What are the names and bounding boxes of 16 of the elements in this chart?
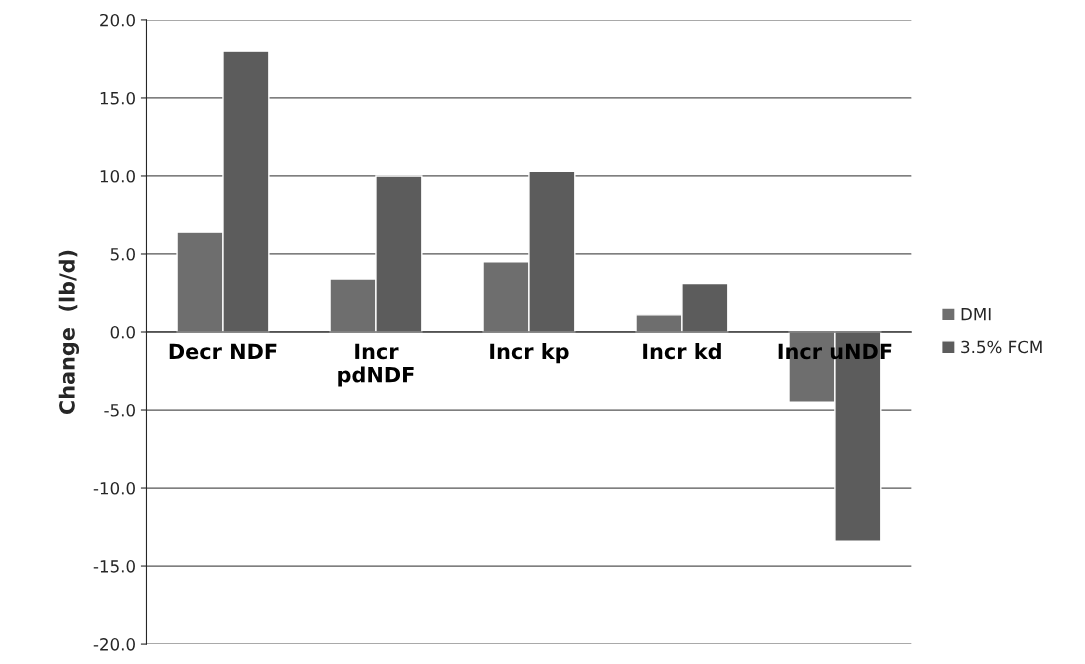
legend-label: 3.5% FCM xyxy=(961,340,1042,354)
x-tick-label: Incr pdNDF xyxy=(338,343,414,387)
y-tick-label: 15.0 xyxy=(100,91,135,105)
y-tick-label: 10.0 xyxy=(100,169,135,183)
x-tick-label: Incr kp xyxy=(490,343,569,364)
y-tick-label: -5.0 xyxy=(104,403,135,417)
y-tick-label: -15.0 xyxy=(93,560,135,573)
y-tick-label: 5.0 xyxy=(110,247,135,261)
y-tick-label: 0.0 xyxy=(110,325,135,339)
y-tick-label: 20.0 xyxy=(100,13,135,27)
y-tick-label: -20.0 xyxy=(93,638,135,651)
x-tick-label: Decr NDF xyxy=(169,343,277,360)
x-tick-label: Incr kd xyxy=(643,343,721,360)
y-axis-title: Change (lb/d) xyxy=(58,250,80,415)
y-tick-label: -10.0 xyxy=(93,482,135,495)
legend-label: DMI xyxy=(961,308,991,321)
